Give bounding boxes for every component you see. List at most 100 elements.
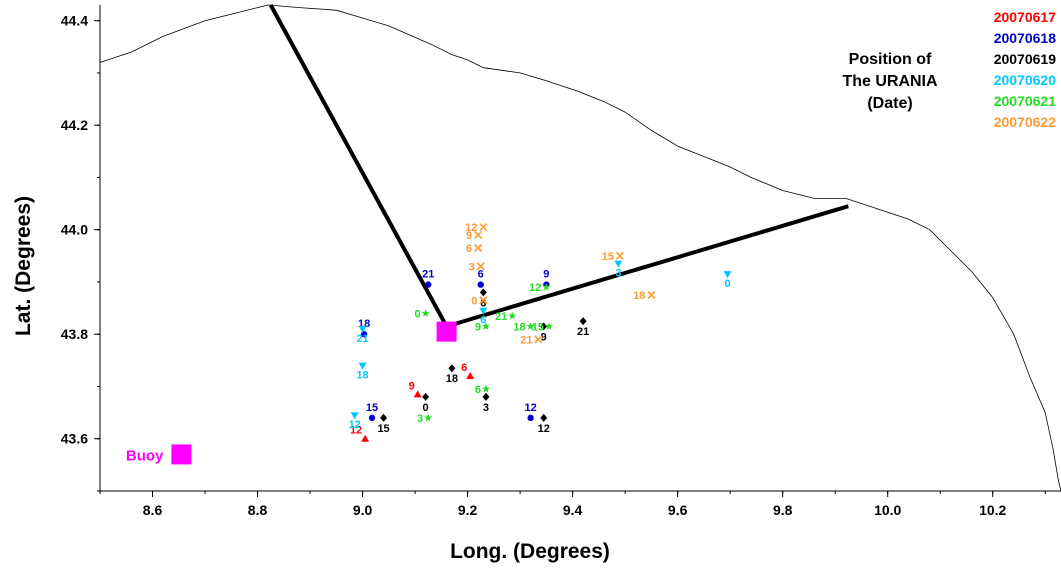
point-marker-20070622-1 xyxy=(476,262,485,271)
point-label-20070619-4: 6 xyxy=(480,297,486,309)
site-marker-1 xyxy=(436,321,457,342)
x-axis-ticks: 8.6 8.8 9.0 9.2 9.4 9.6 9.8 10.0 10.2 xyxy=(99,5,1061,518)
point-marker-20070622-7 xyxy=(534,335,543,344)
point-label-20070619-1: 0 xyxy=(423,402,429,414)
x-tick-label: 10.2 xyxy=(979,502,1006,518)
point-label-20070618-4: 12 xyxy=(524,402,536,414)
point-label-20070622-1: 3 xyxy=(469,261,475,273)
y-tick-label: 43.8 xyxy=(61,326,88,342)
x-axis-title: Long. (Degrees) xyxy=(450,540,610,563)
point-label-20070618-1: 21 xyxy=(422,269,434,281)
y-axis-ticks: 43.6 43.8 44.0 44.2 44.4 xyxy=(61,13,100,492)
point-label-20070622-4: 12 xyxy=(465,222,477,234)
point-label-20070620-0: 12 xyxy=(349,419,361,431)
point-marker-20070619-7 xyxy=(579,317,587,326)
legend: Position of The URANIA (Date) 20070617 20070… xyxy=(842,9,1056,130)
point-label-20070618-2: 6 xyxy=(478,269,484,281)
point-marker-20070621-5 xyxy=(545,322,553,330)
point-marker-20070619-2 xyxy=(448,364,456,373)
x-tick-label: 8.6 xyxy=(143,502,163,518)
point-marker-20070621-4 xyxy=(542,283,551,291)
point-label-20070622-7: 21 xyxy=(520,334,532,346)
x-tick-label: 9.4 xyxy=(563,502,583,518)
point-marker-20070617-0 xyxy=(361,434,370,442)
point-marker-20070622-4 xyxy=(479,223,488,232)
point-label-20070619-2: 18 xyxy=(446,373,458,385)
point-label-20070622-5: 15 xyxy=(602,251,614,263)
point-label-20070618-0: 15 xyxy=(366,402,378,414)
point-marker-20070620-4 xyxy=(614,260,623,268)
point-marker-20070621-3 xyxy=(482,322,490,330)
legend-title-line: The URANIA xyxy=(842,73,938,90)
point-label-20070620-2: 21 xyxy=(356,333,368,345)
point-marker-20070618-0 xyxy=(368,414,376,422)
x-tick-label: 10.0 xyxy=(874,502,901,518)
legend-entry-20070619: 20070619 xyxy=(994,51,1057,67)
point-marker-20070620-5 xyxy=(723,271,732,279)
buoy-marker-0 xyxy=(171,444,192,465)
point-marker-20070621-0 xyxy=(421,309,430,317)
legend-entry-20070617: 20070617 xyxy=(994,9,1057,25)
point-marker-20070619-1 xyxy=(422,392,430,401)
point-label-20070617-0: 12 xyxy=(350,425,362,437)
point-marker-20070622-6 xyxy=(647,290,656,300)
point-label-20070617-2: 6 xyxy=(461,362,467,374)
x-tick-label: 9.2 xyxy=(458,502,478,518)
x-tick-label: 9.8 xyxy=(773,502,793,518)
point-marker-20070622-5 xyxy=(615,251,624,260)
point-marker-20070618-1 xyxy=(425,281,432,288)
point-marker-20070618-2 xyxy=(477,281,484,288)
point-marker-20070620-2 xyxy=(358,326,367,333)
x-tick-label: 8.8 xyxy=(248,502,268,518)
point-marker-20070621-2 xyxy=(482,384,490,393)
transect-line xyxy=(268,4,849,329)
legend-entry-20070622: 20070622 xyxy=(994,114,1057,130)
point-label-20070619-3: 3 xyxy=(483,402,489,414)
point-label-20070618-3: 9 xyxy=(543,269,549,281)
point-marker-20070617-2 xyxy=(466,372,475,380)
point-label-20070622-6: 18 xyxy=(633,290,645,302)
point-label-20070619-7: 21 xyxy=(577,326,589,338)
y-axis-title: Lat. (Degrees) xyxy=(12,196,35,336)
point-marker-20070618-4 xyxy=(527,414,534,422)
point-label-20070621-0: 0 xyxy=(414,308,420,320)
legend-entry-20070620: 20070620 xyxy=(994,72,1057,88)
site-markers: Buoy xyxy=(126,321,457,465)
legend-title-line: (Date) xyxy=(867,95,912,112)
y-tick-label: 43.6 xyxy=(61,431,88,447)
point-marker-20070622-3 xyxy=(474,230,483,240)
legend-entry-20070618: 20070618 xyxy=(994,30,1057,46)
point-marker-20070621-1 xyxy=(424,413,433,422)
point-label-20070621-1: 3 xyxy=(417,413,423,425)
point-marker-20070622-0 xyxy=(479,296,488,305)
buoy-label: Buoy xyxy=(126,447,164,464)
point-label-20070622-2: 6 xyxy=(466,243,472,255)
point-label-20070620-4: 3 xyxy=(615,268,621,280)
point-label-20070622-3: 9 xyxy=(466,230,472,242)
point-marker-20070619-0 xyxy=(380,413,388,422)
coastline-west xyxy=(99,4,269,63)
point-label-20070617-1: 9 xyxy=(409,380,415,392)
coastline-east xyxy=(267,4,1061,492)
coastline xyxy=(99,4,1061,492)
legend-entry-20070621: 20070621 xyxy=(994,93,1057,109)
x-tick-label: 9.6 xyxy=(668,502,688,518)
point-marker-20070619-5 xyxy=(540,322,548,331)
series-20070617: 12 9 6 xyxy=(350,362,475,442)
point-marker-20070621-6 xyxy=(526,322,535,330)
y-tick-label: 44.2 xyxy=(61,117,88,133)
point-label-20070621-5: 15 xyxy=(532,321,544,333)
point-marker-20070622-2 xyxy=(474,243,483,253)
point-label-20070619-5: 9 xyxy=(541,331,547,343)
point-marker-20070620-0 xyxy=(350,412,359,420)
point-marker-20070620-1 xyxy=(358,362,367,370)
point-marker-20070617-1 xyxy=(413,390,422,398)
point-label-20070620-3: 6 xyxy=(480,315,486,327)
point-marker-20070619-6 xyxy=(540,413,548,422)
point-label-20070621-7: 21 xyxy=(495,311,507,323)
legend-title-line: Position of xyxy=(849,51,932,68)
